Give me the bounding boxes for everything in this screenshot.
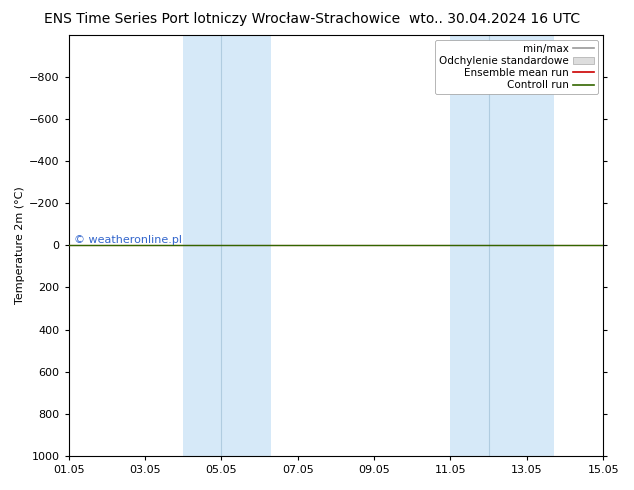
Bar [451,35,489,456]
Legend: min/max, Odchylenie standardowe, Ensemble mean run, Controll run: min/max, Odchylenie standardowe, Ensembl… [435,40,598,95]
Text: © weatheronline.pl: © weatheronline.pl [74,235,182,245]
Text: wto.. 30.04.2024 16 UTC: wto.. 30.04.2024 16 UTC [409,12,580,26]
Bar [221,35,271,456]
Bar [489,35,553,456]
Text: ENS Time Series Port lotniczy Wrocław-Strachowice: ENS Time Series Port lotniczy Wrocław-St… [44,12,400,26]
Bar [183,35,221,456]
Y-axis label: Temperature 2m (°C): Temperature 2m (°C) [15,186,25,304]
